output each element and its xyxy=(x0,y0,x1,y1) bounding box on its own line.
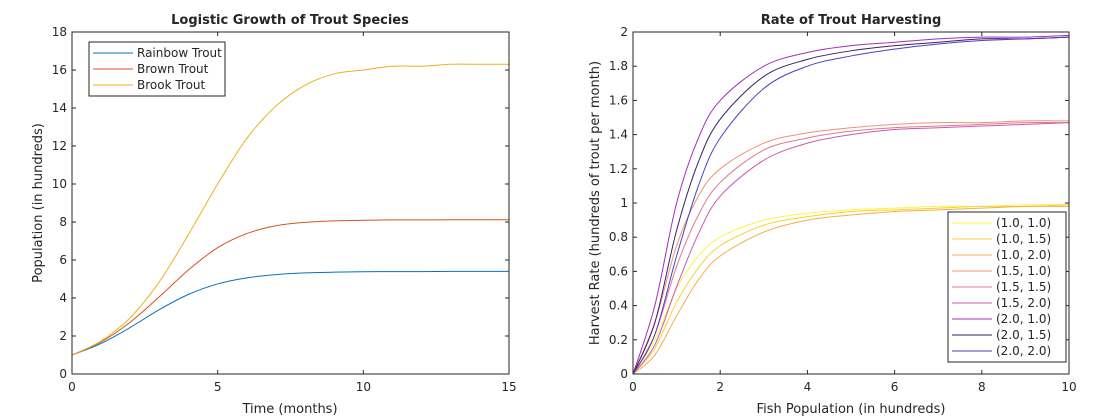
harvest-chart-y-tick-label: 1.2 xyxy=(609,162,628,176)
harvest-chart-x-tick-label: 4 xyxy=(804,380,812,394)
harvest-chart-y-tick-label: 1 xyxy=(620,196,628,210)
harvest-chart-x-tick-label: 10 xyxy=(1061,380,1076,394)
growth-chart-y-tick-label: 14 xyxy=(52,101,67,115)
harvest-chart-legend: (1.0, 1.0) (1.0, 1.5) (1.0, 2.0) (1.5, 1.0)… xyxy=(947,211,1067,363)
harvest-chart-series-line xyxy=(632,205,1070,375)
harvest-chart-series-line xyxy=(632,36,1070,375)
growth-chart-legend: Rainbow Trout Brown Trout Brook Trout xyxy=(88,41,226,97)
harvest-chart-legend-label: (1.5, 1.5) xyxy=(996,280,1051,294)
harvest-chart-series-line xyxy=(632,36,1070,375)
growth-chart-x-tick-label: 0 xyxy=(68,380,76,394)
growth-chart-title: Logistic Growth of Trout Species xyxy=(171,13,409,28)
growth-chart-y-tick-label: 18 xyxy=(52,25,67,39)
harvest-chart-y-label: Harvest Rate (hundreds of trout per mont… xyxy=(588,61,603,345)
harvest-chart-legend-label: (1.0, 2.0) xyxy=(996,248,1051,262)
growth-chart-y-tick-label: 8 xyxy=(59,215,67,229)
harvest-chart-y-tick-label: 0.8 xyxy=(609,230,628,244)
harvest-chart-x-tick-label: 6 xyxy=(891,380,899,394)
growth-chart-x-tick-label: 10 xyxy=(356,380,371,394)
harvest-chart-y-tick-label: 0.6 xyxy=(609,264,628,278)
harvest-chart-y-tick-label: 0.2 xyxy=(609,333,628,347)
growth-chart-y-tick-label: 4 xyxy=(59,291,67,305)
harvest-chart-y-tick-label: 1.8 xyxy=(609,59,628,73)
harvest-chart-legend-label: (1.0, 1.5) xyxy=(996,232,1051,246)
harvest-chart-series-line xyxy=(632,122,1070,375)
harvest-chart-legend-label: (2.0, 2.0) xyxy=(996,344,1051,358)
harvest-chart-legend-label: (2.0, 1.5) xyxy=(996,328,1051,342)
harvest-chart-x-label: Fish Population (in hundreds) xyxy=(757,402,946,417)
harvest-chart-ticks: 0 2 4 6 8 10 0 0.2 0.4 0.6 0.8 1 1.2 1.4 1.6 1.8 2 xyxy=(609,25,1077,394)
harvest-chart: Rate of Trout Harvesting 0 2 4 6 8 1000.20.40… xyxy=(588,13,1077,417)
harvest-chart-legend-label: (1.5, 2.0) xyxy=(996,296,1051,310)
growth-chart-axes-box xyxy=(71,31,510,375)
harvest-chart-series-line xyxy=(632,122,1070,375)
harvest-chart-x-tick-label: 2 xyxy=(716,380,724,394)
growth-chart-legend-label: Brook Trout xyxy=(137,78,206,92)
growth-chart-x-tick-label: 5 xyxy=(214,380,222,394)
growth-chart-y-tick-label: 0 xyxy=(59,367,67,381)
growth-chart-series-line xyxy=(71,63,509,356)
harvest-chart-x-tick-label: 8 xyxy=(978,380,986,394)
growth-chart-legend-label: Rainbow Trout xyxy=(137,46,222,60)
harvest-chart-series-line xyxy=(632,204,1070,375)
harvest-chart-y-tick-label: 1.4 xyxy=(609,128,628,142)
harvest-chart-legend-label: (1.5, 1.0) xyxy=(996,264,1051,278)
growth-chart: Logistic Growth of Trout Species 0 5 10 150… xyxy=(31,13,517,417)
harvest-chart-y-tick-label: 0.4 xyxy=(609,299,628,313)
growth-chart-legend-label: Brown Trout xyxy=(137,62,209,76)
harvest-chart-legend-label: (1.0, 1.0) xyxy=(996,216,1051,230)
growth-chart-x-tick-label: 15 xyxy=(501,380,516,394)
growth-chart-y-tick-label: 16 xyxy=(52,63,67,77)
harvest-chart-plot-area xyxy=(632,34,1070,375)
growth-chart-x-label: Time (months) xyxy=(241,402,337,417)
harvest-chart-title: Rate of Trout Harvesting xyxy=(761,13,942,28)
growth-chart-y-label: Population (in hundreds) xyxy=(31,123,46,283)
growth-chart-plot-area xyxy=(71,63,509,356)
growth-chart-y-tick-label: 10 xyxy=(52,177,67,191)
harvest-chart-series-line xyxy=(632,34,1070,375)
harvest-chart-legend-label: (2.0, 1.0) xyxy=(996,312,1051,326)
harvest-chart-x-tick-label: 0 xyxy=(629,380,637,394)
growth-chart-series-line xyxy=(71,270,509,356)
harvest-chart-y-tick-label: 1.6 xyxy=(609,93,628,107)
growth-chart-ticks: 0 5 10 15 0 2 4 6 8 10 12 14 16 18 xyxy=(52,25,517,394)
harvest-chart-y-tick-label: 0 xyxy=(620,367,628,381)
growth-chart-series-line xyxy=(71,219,509,356)
growth-chart-y-tick-label: 2 xyxy=(59,329,67,343)
growth-chart-y-tick-label: 6 xyxy=(59,253,67,267)
growth-chart-y-tick-label: 12 xyxy=(52,139,67,153)
harvest-chart-y-tick-label: 2 xyxy=(620,25,628,39)
harvest-chart-series-line xyxy=(632,120,1070,375)
